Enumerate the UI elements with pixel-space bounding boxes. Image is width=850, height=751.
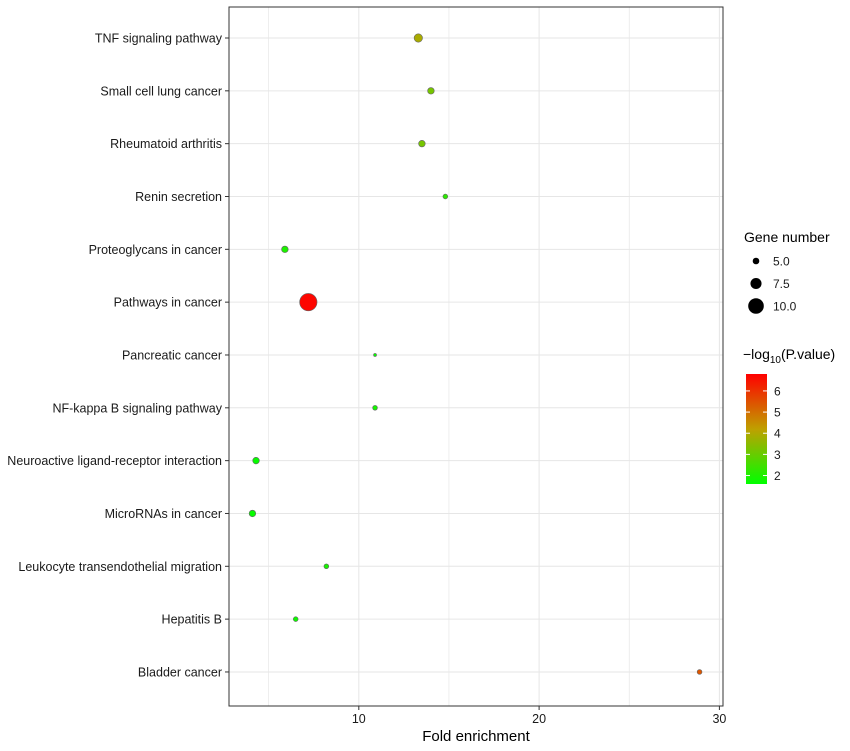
data-point [413, 33, 423, 43]
y-tick-label: MicroRNAs in cancer [105, 507, 222, 521]
y-tick-label: Pathways in cancer [114, 296, 222, 310]
plot-panel-border [228, 6, 724, 707]
size-legend-label: 5.0 [773, 255, 790, 269]
y-tick-label: Pancreatic cancer [122, 348, 222, 362]
y-tick-label: Bladder cancer [138, 665, 222, 679]
y-tick-label: Rheumatoid arthritis [110, 137, 222, 151]
data-point [696, 669, 703, 675]
data-point [373, 353, 377, 357]
data-points [248, 33, 703, 675]
data-point [323, 563, 330, 569]
data-point [427, 87, 435, 95]
size-legend-label: 7.5 [773, 277, 790, 291]
data-point [252, 457, 260, 465]
y-tick-label: Renin secretion [135, 190, 222, 204]
color-legend-label: 5 [774, 406, 781, 420]
data-point [442, 193, 449, 200]
x-tick-label: 30 [712, 712, 726, 726]
color-legend-bar [746, 374, 767, 484]
size-legend-key [750, 277, 762, 290]
x-axis-title: Fold enrichment [422, 728, 530, 745]
size-legend-key [752, 257, 760, 265]
color-legend-label: 4 [774, 427, 781, 441]
y-tick-label: Neuroactive ligand-receptor interaction [7, 454, 222, 468]
x-tick-label: 20 [532, 712, 546, 726]
grid-lines [229, 7, 723, 706]
color-legend-title-prefix: −log [743, 346, 770, 362]
y-tick-label: Leukocyte transendothelial migration [18, 560, 222, 574]
color-legend-label: 6 [774, 384, 781, 398]
color-legend-label: 2 [774, 469, 781, 483]
data-point [293, 616, 299, 622]
x-tick-label: 10 [352, 712, 366, 726]
y-tick-label: Proteoglycans in cancer [89, 243, 222, 257]
data-point [418, 140, 426, 148]
size-legend-key [748, 298, 764, 314]
data-point [372, 405, 378, 411]
color-legend-label: 3 [774, 448, 781, 462]
y-axis-labels: TNF signaling pathway Small cell lung can… [7, 32, 229, 679]
color-legend-title-suffix: (P.value) [781, 346, 835, 362]
size-legend: Gene number 5.0 7.5 10.0 [744, 229, 830, 314]
y-tick-label: Small cell lung cancer [100, 84, 222, 98]
y-tick-label: Hepatitis B [162, 613, 222, 627]
color-legend-title: −log10(P.value) [743, 346, 835, 366]
color-legend-title-subscript: 10 [770, 355, 782, 366]
y-tick-label: TNF signaling pathway [95, 32, 223, 46]
color-legend: −log10(P.value) 2 3 4 5 6 [743, 346, 835, 484]
x-axis-ticks: 10 20 30 [352, 706, 726, 726]
size-legend-label: 10.0 [773, 300, 797, 314]
data-point [248, 509, 257, 518]
data-point [281, 245, 289, 253]
y-tick-label: NF-kappa B signaling pathway [52, 401, 222, 415]
data-point [299, 293, 318, 312]
size-legend-title: Gene number [744, 229, 830, 245]
